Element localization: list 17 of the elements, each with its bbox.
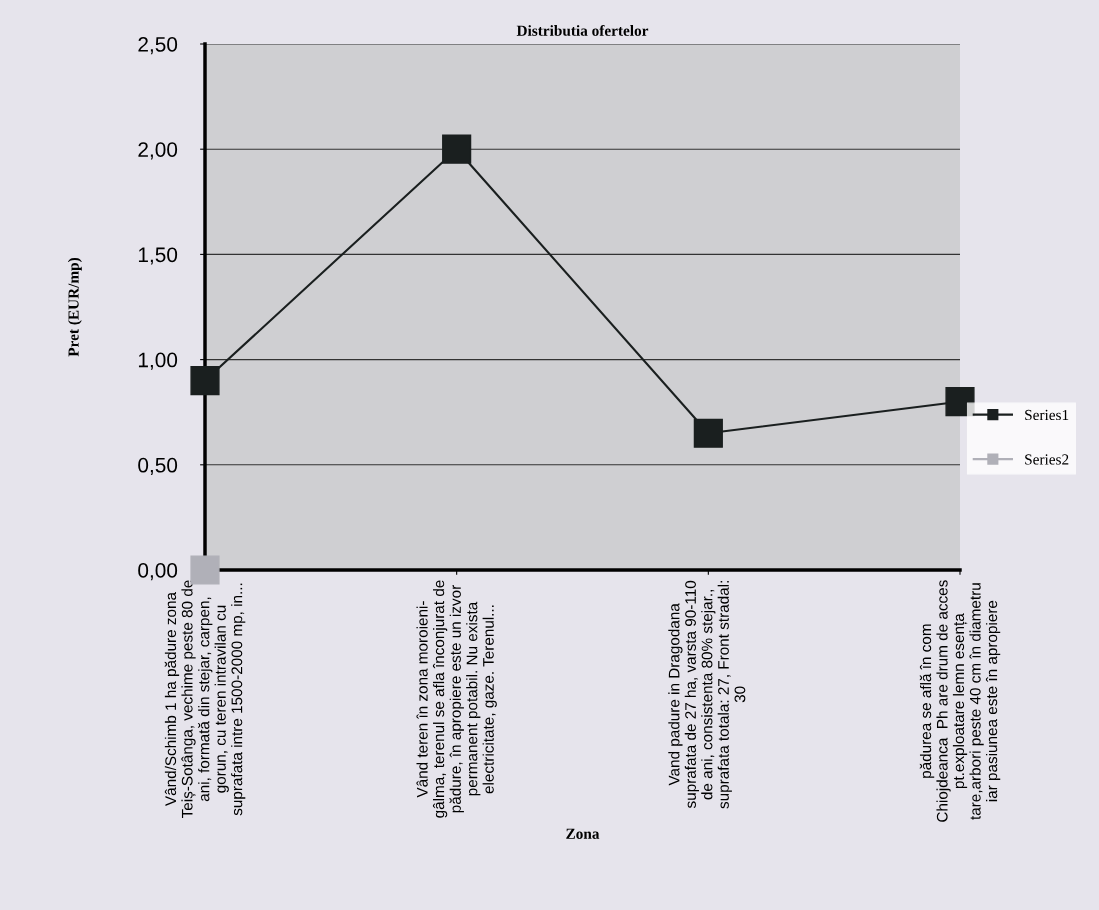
point bbox=[693, 418, 723, 448]
x-tick-label: pădurea se află în com Chiojdeanca Ph are drum de acces pt.exploatare lemn esența tare,arbori peste 40 cm în diametru iar pasiunea este în apropiere bbox=[919, 580, 1001, 822]
y-tick-label: 0,50 bbox=[138, 457, 178, 476]
legend-label: Series1 bbox=[1025, 409, 1069, 421]
point bbox=[442, 134, 472, 164]
y-axis-title: Pret (EUR/mp) bbox=[67, 257, 82, 357]
y-tick-label: 2,50 bbox=[138, 37, 178, 55]
y-tick-label: 2,00 bbox=[138, 142, 178, 160]
point bbox=[190, 366, 220, 396]
y-tick-label: 1,00 bbox=[138, 352, 178, 370]
chart-title: Distributia ofertelor bbox=[516, 24, 649, 36]
legend-label: Series2 bbox=[1025, 454, 1069, 465]
y-tick-label: 0,00 bbox=[138, 563, 178, 581]
x-axis-title: Zona bbox=[566, 828, 600, 839]
x-tick-label: Vând teren în zona moroieni- gâlma, terenul se afla înconjurat de pădure, în apropiere este un izvor permanent potabil. Nu exista electricitate, gaze. Terenul... bbox=[416, 580, 497, 818]
y-tick-label: 1,50 bbox=[138, 247, 178, 265]
x-tick-label: Vand padure in Dragodana suprafata de 27 ha, varsta 90-110 de ani, consistenta 80% stejar., suprafata totala: 27, Front stradal: 30 bbox=[668, 580, 746, 809]
